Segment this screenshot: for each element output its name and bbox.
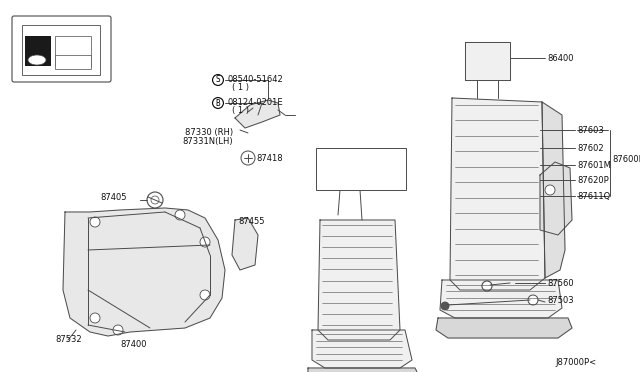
Circle shape [151, 196, 159, 204]
Polygon shape [63, 208, 225, 336]
Polygon shape [232, 218, 258, 270]
Text: 87400: 87400 [120, 340, 147, 349]
Text: 87320N: 87320N [344, 170, 377, 179]
FancyBboxPatch shape [12, 16, 111, 82]
Bar [316, 148, 406, 190]
Text: 87301M: 87301M [319, 179, 353, 188]
Text: 87503: 87503 [547, 296, 573, 305]
Bar [55, 55, 91, 69]
Text: 87532: 87532 [55, 335, 82, 344]
Text: B: B [216, 99, 220, 108]
Polygon shape [436, 318, 572, 338]
Bar [22, 25, 100, 75]
Text: 87311Q: 87311Q [319, 161, 352, 170]
Circle shape [113, 325, 123, 335]
Text: J87000P<: J87000P< [555, 358, 596, 367]
Polygon shape [540, 162, 572, 235]
Polygon shape [235, 100, 280, 128]
Text: 87418: 87418 [256, 154, 283, 163]
Circle shape [90, 313, 100, 323]
Text: 87331N(LH): 87331N(LH) [182, 137, 232, 146]
Polygon shape [450, 98, 545, 290]
Text: 87620P: 87620P [577, 176, 609, 185]
Polygon shape [312, 330, 412, 368]
Circle shape [545, 185, 555, 195]
Text: 87602: 87602 [577, 144, 604, 153]
Circle shape [482, 281, 492, 291]
Bar [25, 36, 51, 66]
Circle shape [200, 290, 210, 300]
Text: 87603: 87603 [577, 126, 604, 135]
Polygon shape [542, 102, 565, 278]
Polygon shape [440, 280, 562, 318]
Circle shape [200, 237, 210, 247]
Text: S: S [216, 76, 220, 84]
Text: ( 1 ): ( 1 ) [232, 83, 249, 92]
Circle shape [441, 302, 449, 310]
Text: 08124-0201E: 08124-0201E [228, 98, 284, 107]
Text: 87455: 87455 [238, 217, 264, 226]
Text: 08540-51642: 08540-51642 [228, 75, 284, 84]
Text: 87405: 87405 [100, 193, 127, 202]
Circle shape [241, 151, 255, 165]
Polygon shape [465, 42, 510, 80]
Text: 87600M: 87600M [612, 155, 640, 164]
Text: 87300M: 87300M [319, 150, 353, 159]
Circle shape [528, 295, 538, 305]
Circle shape [147, 192, 163, 208]
Text: 87611Q: 87611Q [577, 192, 611, 201]
Polygon shape [308, 368, 420, 372]
Polygon shape [318, 220, 400, 340]
Text: 87601M: 87601M [577, 161, 611, 170]
Ellipse shape [28, 55, 46, 65]
Text: 87560: 87560 [547, 279, 573, 288]
Circle shape [90, 217, 100, 227]
Text: ( 1 ): ( 1 ) [232, 106, 249, 115]
Bar [55, 36, 91, 66]
Text: 86400: 86400 [547, 54, 573, 63]
Text: 87330 (RH): 87330 (RH) [185, 128, 233, 137]
Circle shape [175, 210, 185, 220]
